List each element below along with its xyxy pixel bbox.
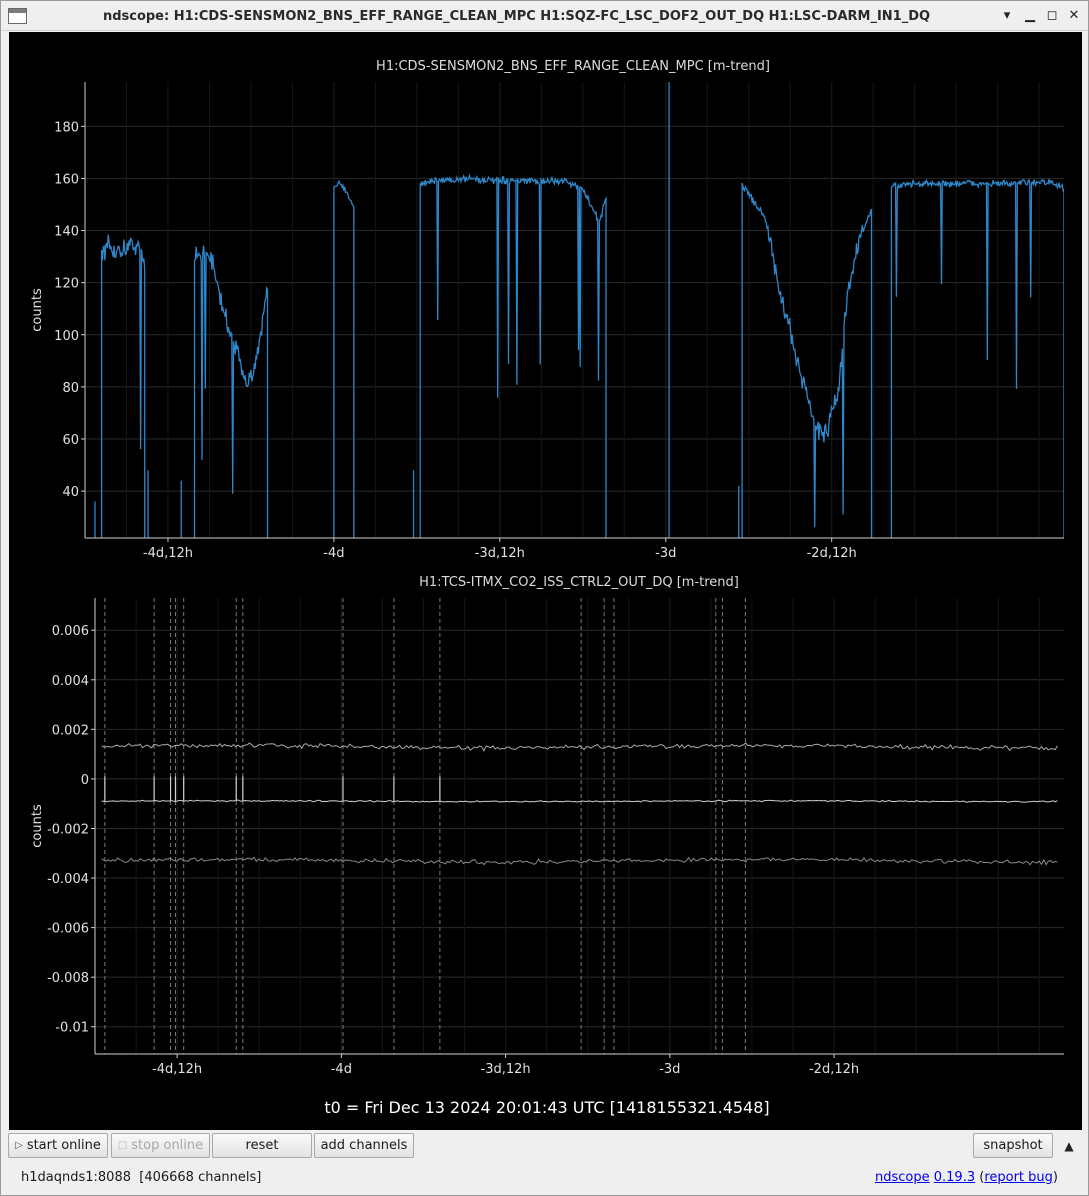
plot1-ytick: 160 [54,172,79,187]
range-series-line [741,182,873,538]
version-info: ndscope 0.19.3 (report bug) [874,1170,1058,1185]
snapshot-label: snapshot [983,1138,1043,1153]
plot2-grid [95,598,1064,1054]
plot-area[interactable]: H1:CDS-SENSMON2_BNS_EFF_RANGE_CLEAN_MPC … [9,32,1082,1130]
plot2-ytick: 0.002 [52,723,89,738]
plot2-series [101,598,1058,1054]
report-bug-link[interactable]: report bug [984,1170,1053,1185]
add-channels-label: add channels [320,1138,408,1153]
plot2-axes [91,598,1064,1058]
plot1-ytick: 80 [62,381,79,396]
t0-label: t0 = Fri Dec 13 2024 20:01:43 UTC [14181… [324,1098,769,1117]
range-series-line [890,178,1064,538]
minimize-icon[interactable]: ▾ [1003,8,1011,23]
start-online-button[interactable]: ▷ start online [8,1133,108,1158]
plot2-ytick: -0.002 [47,822,89,837]
plot1-ytick: 40 [62,485,79,500]
minimize-button-icon[interactable]: ▁ [1025,8,1035,23]
title-bar: ndscope: H1:CDS-SENSMON2_BNS_EFF_RANGE_C… [1,1,1088,31]
plot1-ytick: 140 [54,225,79,240]
plot2-xtick: -3d [659,1062,680,1077]
plot2-y-ticks: 0.006 0.004 0.002 0 -0.002 -0.004 -0.006… [47,624,89,1036]
plot1-xtick: -4d [323,546,344,561]
stop-online-button[interactable]: □ stop online [111,1133,210,1158]
toolbar: ▷ start online □ stop online reset add c… [1,1131,1088,1161]
server-info: h1daqnds1:8088 [406668 channels] [21,1170,261,1185]
window-title: ndscope: H1:CDS-SENSMON2_BNS_EFF_RANGE_C… [102,9,931,24]
add-channels-button[interactable]: add channels [314,1133,414,1158]
range-series-line [419,173,607,538]
plot2-ytick: -0.01 [55,1021,89,1036]
plot1-x-ticks: -4d,12h -4d -3d,12h -3d -2d,12h [143,546,857,561]
plot1-axes [81,82,1064,542]
reset-label: reset [245,1138,279,1153]
plot1-ylabel: counts [30,288,45,332]
plot2-title: H1:TCS-ITMX_CO2_ISS_CTRL2_OUT_DQ [m-tren… [419,575,739,590]
plot2-xtick: -3d,12h [481,1062,531,1077]
plot1-ytick: 60 [62,433,79,448]
plot1-grid [85,82,1064,538]
plots-canvas[interactable]: H1:CDS-SENSMON2_BNS_EFF_RANGE_CLEAN_MPC … [9,32,1082,1130]
plot2-ytick: -0.004 [47,872,89,887]
plot1-ytick: 180 [54,120,79,135]
plot1-xtick: -3d [655,546,676,561]
start-online-label: start online [26,1138,101,1153]
plot1-xtick: -2d,12h [807,546,857,561]
plot2-xtick: -2d,12h [809,1062,859,1077]
channel-count: [406668 channels] [139,1170,262,1185]
plot2-ytick: -0.008 [47,971,89,986]
plot1-ytick: 100 [54,329,79,344]
plot2-ytick: -0.006 [47,922,89,937]
reset-button[interactable]: reset [212,1133,312,1158]
plot1-title: H1:CDS-SENSMON2_BNS_EFF_RANGE_CLEAN_MPC … [376,59,770,74]
plot2-ytick: 0.006 [52,624,89,639]
trend-mean-line [101,799,1058,803]
range-series-line [193,245,269,538]
plot1-y-ticks: 180 160 140 120 100 80 60 40 [54,120,79,500]
plot1-series [94,82,1064,538]
play-icon: ▷ [15,1140,23,1151]
range-series-line [100,234,146,538]
plot2-ytick: 0 [81,773,89,788]
plot2-xtick: -4d [331,1062,352,1077]
maximize-icon[interactable]: ◻ [1046,8,1058,23]
version-link[interactable]: 0.19.3 [933,1170,976,1185]
trend-max-line [101,742,1058,752]
plot1-xtick: -3d,12h [475,546,525,561]
app-name-link[interactable]: ndscope [874,1170,930,1185]
range-series-line [333,179,355,538]
plot2-xtick: -4d,12h [152,1062,202,1077]
status-bar: h1daqnds1:8088 [406668 channels] ndscope… [1,1163,1088,1193]
trend-min-line [101,856,1058,866]
plot1-xtick: -4d,12h [143,546,193,561]
plot2-ylabel: counts [30,804,45,848]
plot2-x-ticks: -4d,12h -4d -3d,12h -3d -2d,12h [152,1062,859,1077]
plot1-ytick: 120 [54,277,79,292]
server-address: h1daqnds1:8088 [21,1170,131,1185]
stop-online-label: stop online [131,1138,204,1153]
app-window-icon [8,8,27,24]
close-icon[interactable]: ✕ [1068,8,1080,23]
collapse-up-arrow-icon[interactable]: ▲ [1064,1139,1074,1153]
stop-icon: □ [117,1140,128,1151]
snapshot-button[interactable]: snapshot [973,1133,1053,1158]
plot2-ytick: 0.004 [52,674,89,689]
